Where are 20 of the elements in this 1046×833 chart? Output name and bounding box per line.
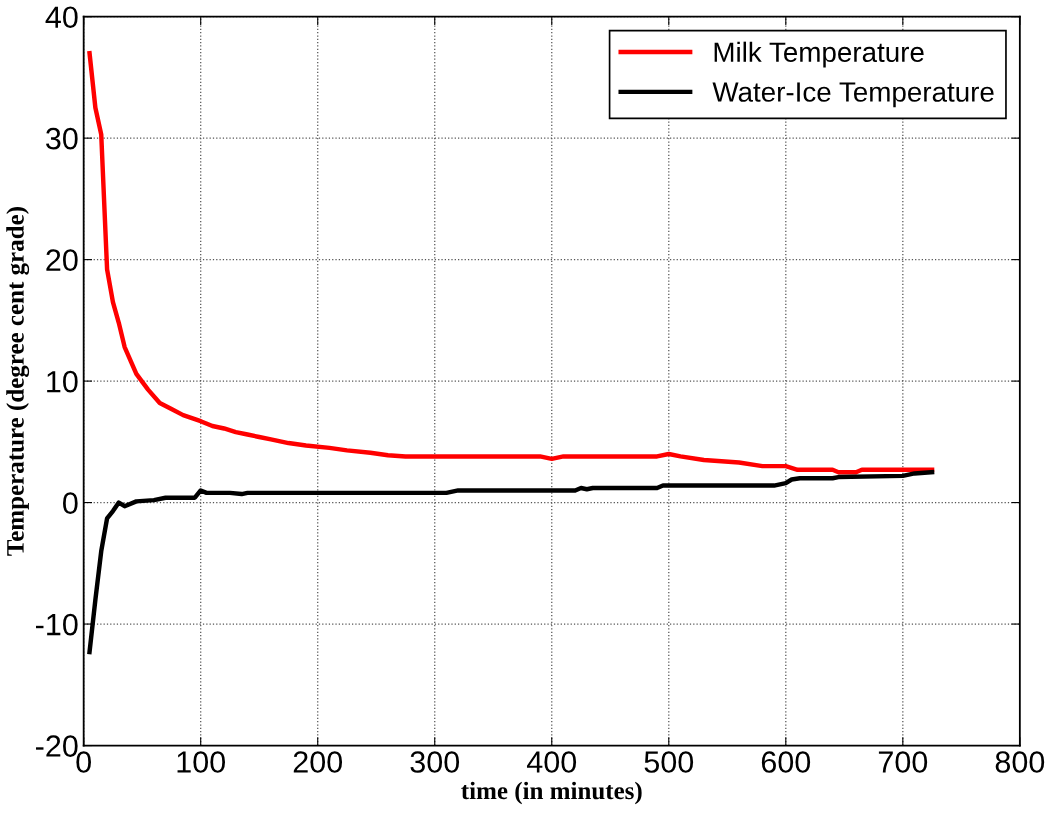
x-axis-title: time (in minutes) [461,781,642,805]
x-tick-label: 300 [410,751,460,773]
y-tick-label: 30 [46,127,78,150]
x-tick-label: 800 [995,751,1045,773]
legend-label: Water-Ice Temperature [712,82,994,108]
x-tick-label: 700 [878,751,928,773]
y-tick-label: -20 [36,735,78,757]
y-tick-label: 0 [63,492,78,514]
y-tick-label: 20 [46,249,78,271]
line-series [87,469,935,655]
x-tick-label: 100 [177,751,225,773]
x-tick-label: 200 [293,751,343,773]
x-tick-label: 500 [644,751,694,773]
y-axis-title: Temperature (degree cent grade) [6,207,30,556]
legend-label: Milk Temperature [714,41,924,68]
y-tick-label: 10 [47,370,78,393]
x-tick-label: 400 [526,751,577,773]
y-tick-label: -10 [36,613,78,636]
x-tick-label: 600 [761,751,811,773]
y-tick-label: 40 [45,6,78,29]
